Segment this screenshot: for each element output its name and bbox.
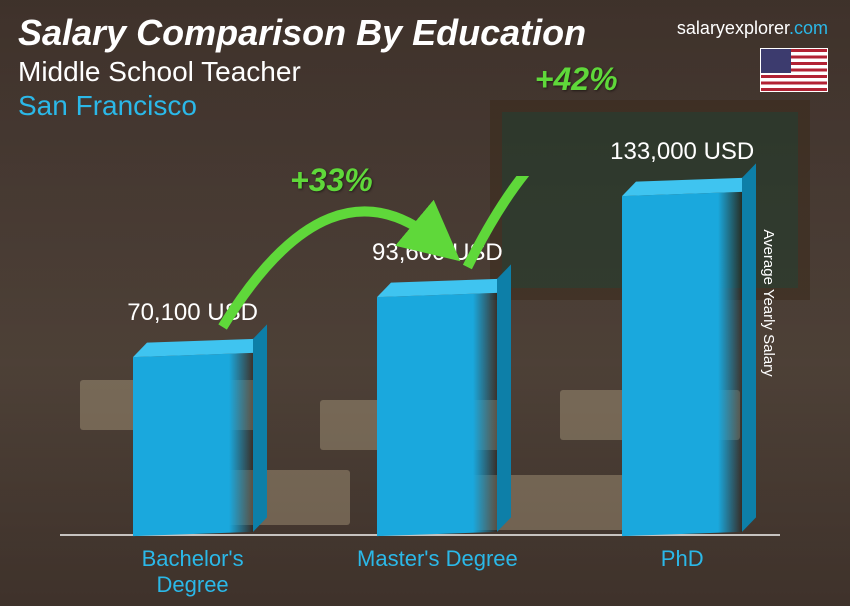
- flag-icon: [760, 48, 828, 92]
- watermark-suffix: .com: [789, 18, 828, 38]
- bar-side: [497, 264, 511, 531]
- increase-percent: +42%: [535, 61, 618, 98]
- bar-label: Bachelor's Degree: [103, 546, 283, 598]
- bar-front: [622, 192, 742, 536]
- bar-group: 93,600 USDMaster's Degree: [362, 295, 512, 534]
- bar-group: 133,000 USDPhD: [607, 194, 757, 534]
- increase-percent: +33%: [290, 162, 373, 199]
- bar-value: 70,100 USD: [93, 299, 293, 327]
- bar-value: 93,600 USD: [337, 239, 537, 267]
- bar-front: [377, 293, 497, 536]
- bar-side: [253, 324, 267, 531]
- chart-subtitle: Middle School Teacher: [18, 56, 832, 88]
- bar-front: [133, 353, 253, 536]
- bar: [377, 293, 497, 536]
- bar-chart: 70,100 USDBachelor's Degree 93,600 USDMas…: [60, 176, 780, 536]
- chart-location: San Francisco: [18, 90, 832, 122]
- bar-label: Master's Degree: [347, 546, 527, 572]
- bar-label: PhD: [592, 546, 772, 572]
- bar: [133, 353, 253, 536]
- bar: [622, 192, 742, 536]
- bar-value: 133,000 USD: [582, 138, 782, 166]
- bar-group: 70,100 USDBachelor's Degree: [118, 355, 268, 534]
- bar-side: [742, 163, 756, 531]
- watermark: salaryexplorer.com: [677, 18, 828, 39]
- watermark-base: salaryexplorer: [677, 18, 789, 38]
